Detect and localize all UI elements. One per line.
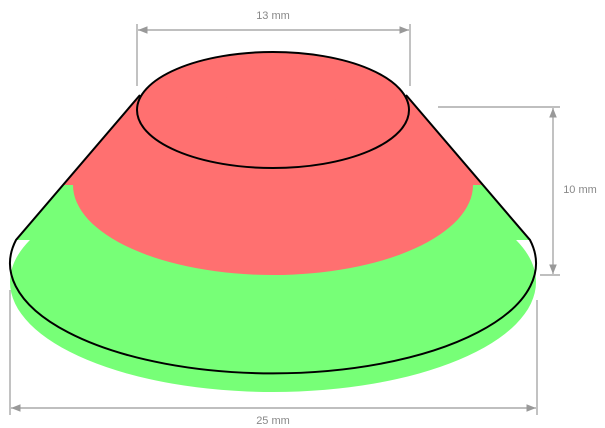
bottom-dimension-label: 25 mm [256, 415, 290, 427]
top-dimension [136, 24, 411, 86]
height-dimension-label: 10 mm [563, 184, 597, 196]
bottom-dimension [9, 290, 538, 415]
top-ellipse [136, 51, 410, 169]
frustum-outline [9, 94, 537, 375]
height-dimension [438, 106, 560, 276]
top-dimension-label: 13 mm [256, 10, 290, 22]
